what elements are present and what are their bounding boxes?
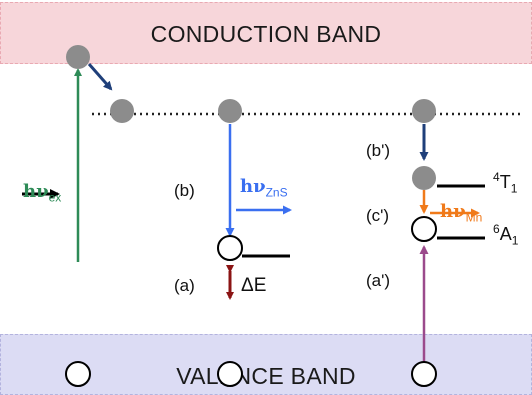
- t1-sup: 4: [493, 170, 500, 184]
- hv-zns-symbol: hν: [240, 176, 266, 197]
- valence-band-label: VALENCE BAND: [176, 363, 356, 389]
- hole-valence-3: [411, 361, 437, 387]
- t1-main: T: [499, 172, 511, 192]
- relaxation-arrow: [87, 63, 113, 91]
- hv-zns-label: hνZnS: [240, 176, 288, 200]
- label-delta-e: ΔE: [241, 275, 267, 296]
- electron-shallow-1: [110, 99, 134, 123]
- hole-valence-1: [65, 361, 91, 387]
- hole-valence-2: [217, 361, 243, 387]
- hole-trap: [217, 235, 243, 261]
- electron-conduction: [66, 45, 90, 69]
- a1-sup: 6: [493, 222, 500, 236]
- hole-a1: [411, 216, 437, 242]
- a1-main: A: [499, 224, 512, 244]
- t1-term-label: 4T1: [493, 170, 517, 196]
- electron-shallow-3: [412, 99, 436, 123]
- label-a-prime: (a'): [366, 271, 391, 290]
- label-c-prime: (c'): [366, 206, 390, 225]
- hv-mn-symbol: hν: [440, 201, 466, 222]
- hv-mn-label: hνMn: [440, 201, 482, 225]
- conduction-band-label: CONDUCTION BAND: [150, 21, 382, 47]
- hv-mn-sub: Mn: [465, 210, 483, 225]
- a1-term-label: 6A1: [493, 222, 518, 248]
- t1-sub: 1: [510, 181, 518, 196]
- label-a: (a): [174, 276, 195, 295]
- hv-ex-sub: ex: [48, 190, 62, 205]
- hv-ex-symbol: hν: [23, 181, 49, 202]
- hv-ex-label: hνex: [23, 181, 61, 205]
- label-b: (b): [174, 181, 195, 200]
- a1-sub: 1: [511, 233, 519, 248]
- label-b-prime: (b'): [366, 141, 391, 160]
- electron-t1: [412, 166, 436, 190]
- hv-zns-sub: ZnS: [265, 185, 288, 200]
- electron-shallow-2: [218, 99, 242, 123]
